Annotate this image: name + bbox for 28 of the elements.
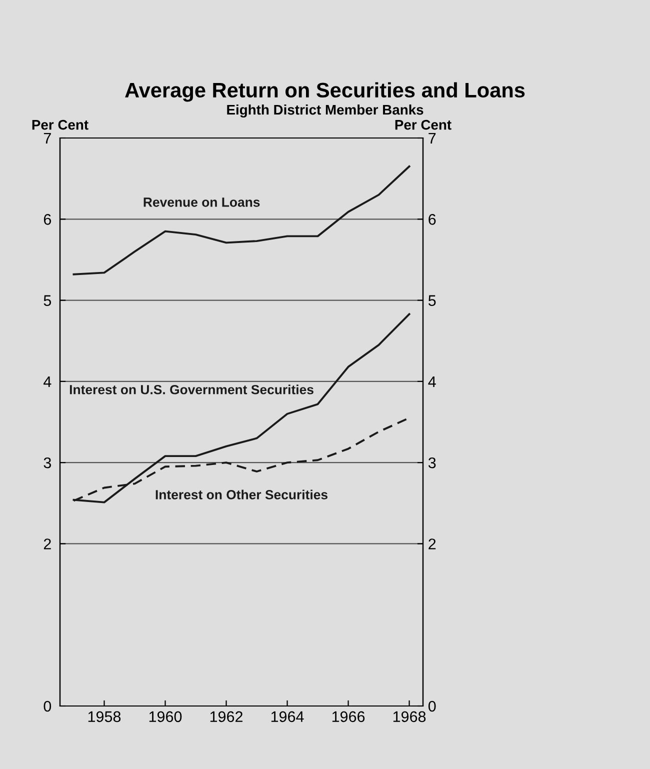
y2-tick-label: 0	[428, 700, 436, 712]
y-tick-label: 3	[44, 457, 51, 468]
y-axis-title: Per Cent	[32, 120, 88, 130]
chart-subtitle: Eighth District Member Banks	[227, 104, 424, 118]
x-tick-label: 1958	[88, 711, 121, 722]
y2-tick-label: 6	[428, 214, 436, 225]
line-series	[72, 165, 410, 276]
x-tick-label: 1966	[332, 711, 365, 722]
y2-tick-label: 3	[428, 457, 436, 468]
y-tick-label: 0	[44, 700, 52, 712]
chart-title: Average Return on Securities and Loans	[125, 82, 525, 102]
x-tick-label: 1964	[271, 711, 304, 722]
y-tick-label: 2	[44, 538, 51, 550]
y-tick-label: 6	[44, 214, 51, 225]
y2-tick-label: 2	[428, 538, 436, 550]
y2-axis-title: Per Cent	[395, 120, 452, 130]
y2-tick-label: 7	[428, 133, 436, 144]
x-tick-label: 1968	[393, 711, 426, 722]
y-tick-label: 7	[44, 133, 51, 144]
series-label: Interest on Other Securities	[156, 490, 328, 500]
text: Revenue on Loans	[144, 198, 260, 207]
y2-tick-label: 4	[428, 376, 436, 387]
x-tick-label: 1962	[210, 711, 242, 722]
y2-tick-label: 5	[428, 295, 436, 306]
y-tick-label: 5	[44, 295, 52, 306]
y-tick-label: 4	[44, 376, 52, 387]
x-tick-label: 1960	[149, 711, 182, 722]
series-label: Interest on U.S. Government Securities	[70, 384, 314, 394]
